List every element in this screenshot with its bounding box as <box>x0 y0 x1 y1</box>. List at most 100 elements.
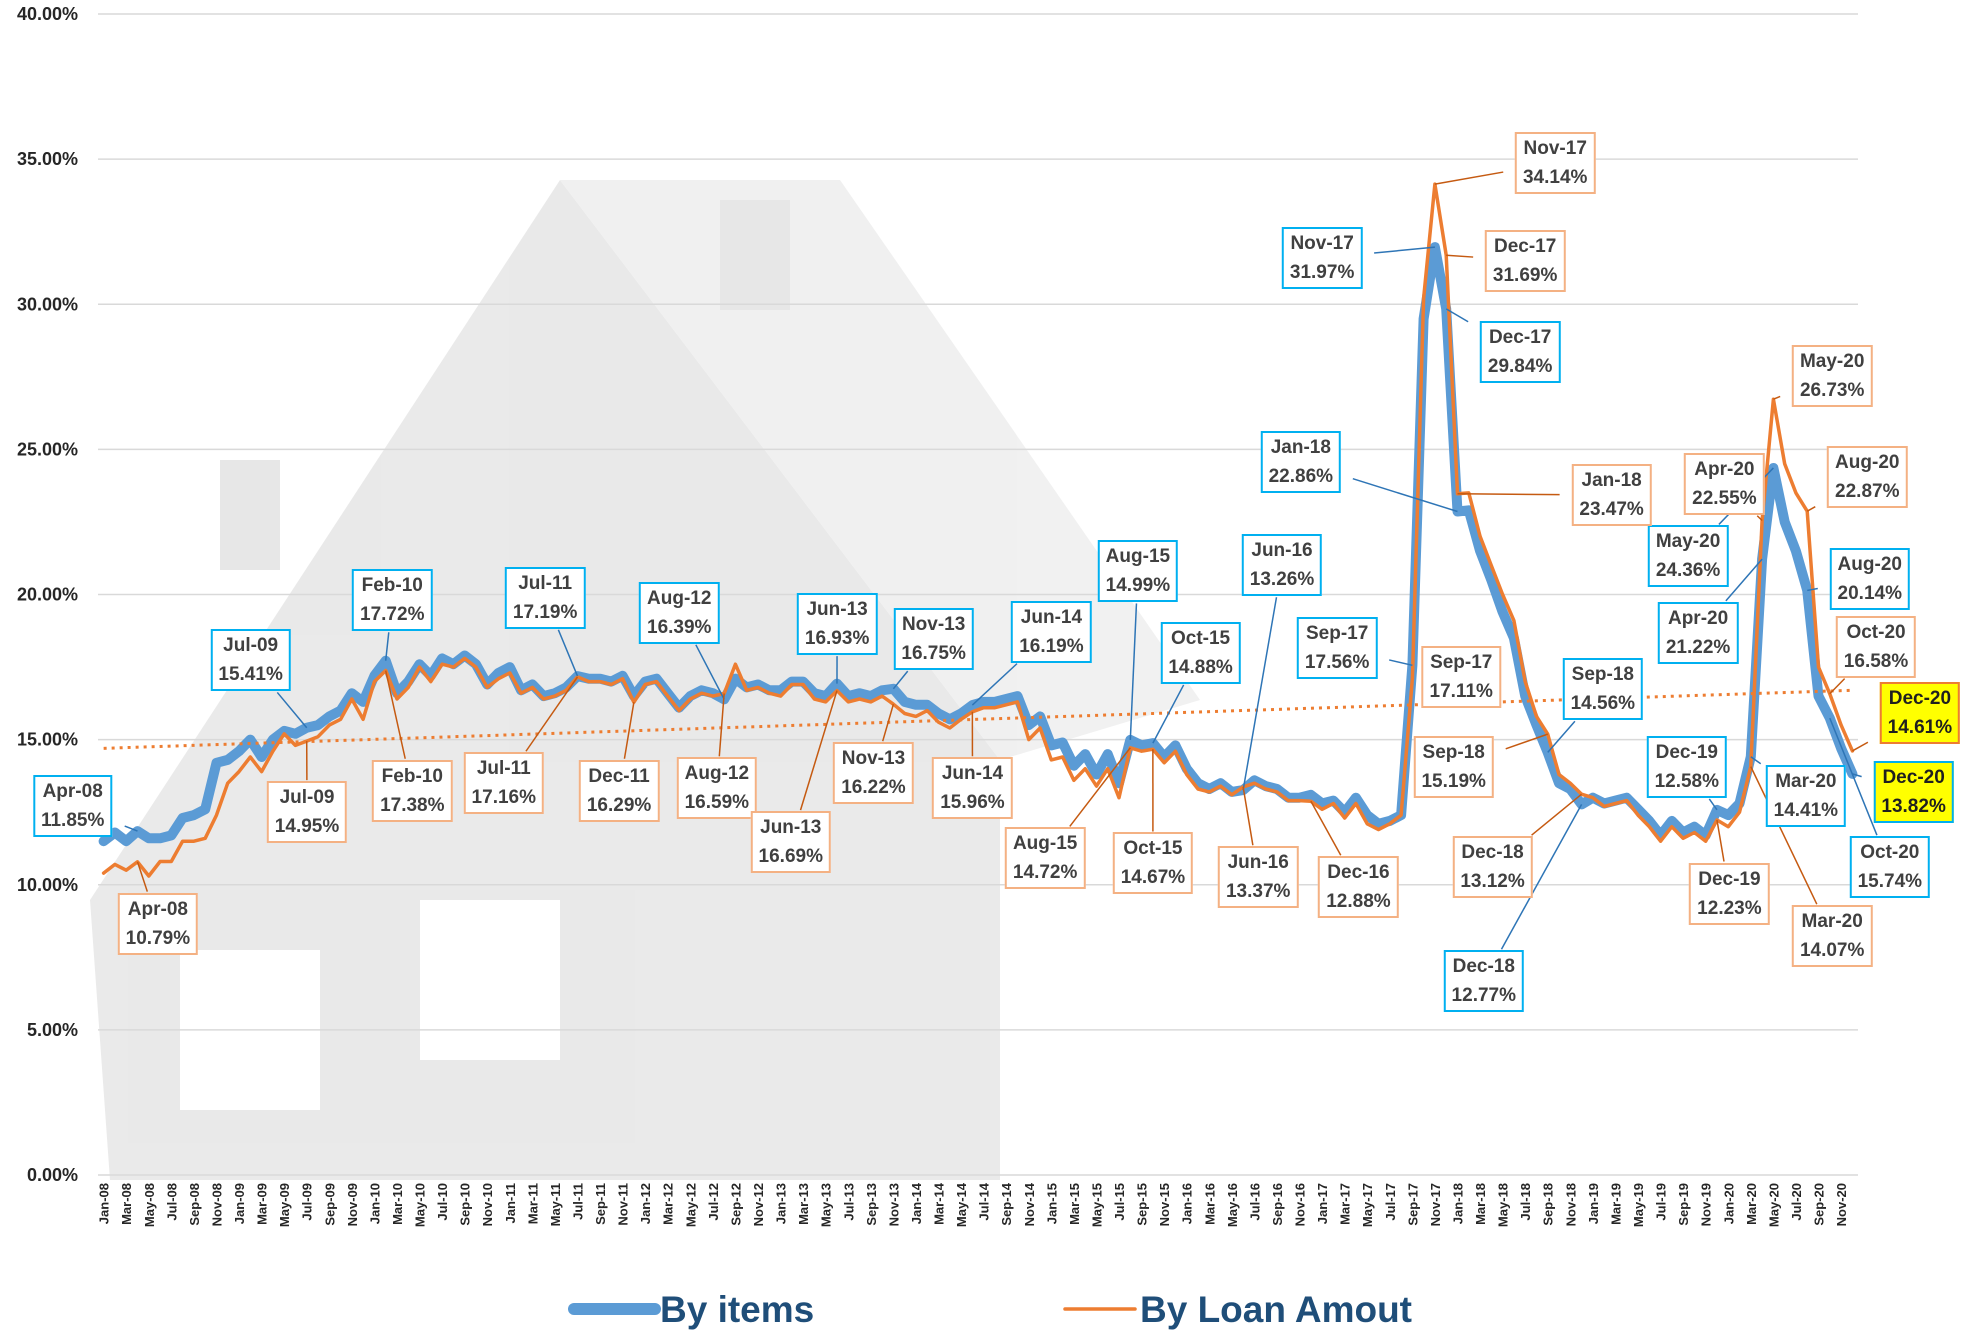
data-label: Jun-16 13.37% <box>1217 846 1299 909</box>
leader-line <box>623 702 635 759</box>
data-label: Feb-10 17.72% <box>352 569 433 632</box>
leader-line <box>384 632 390 661</box>
x-tick-label: Jan-17 <box>1315 1183 1330 1224</box>
y-tick-label: 40.00% <box>17 4 78 24</box>
x-tick-label: Jul-15 <box>1112 1183 1127 1221</box>
data-label: Sep-18 15.19% <box>1413 735 1494 798</box>
leader-line <box>525 676 579 752</box>
leader-line <box>1310 800 1342 856</box>
data-label: Apr-08 10.79% <box>117 892 199 955</box>
leader-line <box>1750 756 1762 765</box>
x-tick-label: May-20 <box>1766 1183 1781 1227</box>
x-tick-label: Mar-19 <box>1608 1183 1623 1225</box>
data-label: Jun-13 16.93% <box>796 593 878 656</box>
x-tick-label: Jan-15 <box>1044 1183 1059 1224</box>
x-tick-label: Nov-15 <box>1157 1183 1172 1226</box>
x-tick-label: Jan-19 <box>1586 1183 1601 1224</box>
series-line <box>101 182 1855 878</box>
x-tick-label: Mar-11 <box>525 1183 540 1224</box>
x-tick-label: Nov-18 <box>1563 1183 1578 1226</box>
x-tick-label: Mar-13 <box>796 1183 811 1225</box>
data-label: Aug-20 22.87% <box>1827 446 1908 509</box>
x-tick-label: Jul-12 <box>706 1183 721 1221</box>
leader-line <box>799 690 838 811</box>
y-tick-label: 10.00% <box>17 875 78 895</box>
leader-line <box>1505 733 1548 750</box>
leader-line <box>1500 803 1583 950</box>
data-label: Jun-14 16.19% <box>1011 600 1092 663</box>
data-label: Jul-11 17.19% <box>504 566 586 629</box>
data-label: Oct-20 16.58% <box>1835 615 1917 678</box>
x-tick-label: Sep-19 <box>1676 1183 1691 1226</box>
x-tick-label: Mar-12 <box>661 1183 676 1225</box>
x-tick-label: Jan-20 <box>1721 1183 1736 1224</box>
data-label: Jan-18 22.86% <box>1260 431 1342 494</box>
leader-line <box>1725 558 1763 602</box>
x-tick-label: Mar-20 <box>1744 1183 1759 1225</box>
x-tick-label: Jan-12 <box>638 1183 653 1224</box>
x-tick-label: Sep-12 <box>728 1183 743 1226</box>
legend-label: By Loan Amout <box>1140 1289 1412 1330</box>
x-tick-label: Mar-15 <box>1067 1183 1082 1225</box>
leader-line <box>1434 171 1504 185</box>
leader-line <box>1829 717 1878 836</box>
x-tick-label: Nov-11 <box>616 1183 631 1226</box>
data-label: Nov-13 16.22% <box>833 742 914 805</box>
x-tick-label: Jul-19 <box>1654 1183 1669 1221</box>
x-tick-label: Mar-09 <box>255 1183 270 1225</box>
x-tick-label: Sep-16 <box>1270 1183 1285 1226</box>
x-tick-label: Jul-09 <box>300 1183 315 1221</box>
x-tick-label: Sep-17 <box>1405 1183 1420 1226</box>
leader-line <box>1352 477 1458 513</box>
x-tick-label: Sep-20 <box>1812 1183 1827 1226</box>
y-tick-label: 25.00% <box>17 439 78 459</box>
data-label: Nov-13 16.75% <box>893 608 974 671</box>
x-tick-label: Mar-16 <box>1202 1183 1217 1225</box>
x-tick-label: Mar-08 <box>119 1183 134 1225</box>
x-tick-label: Jan-14 <box>909 1182 924 1224</box>
x-tick-label: Sep-11 <box>593 1183 608 1225</box>
x-tick-label: Mar-18 <box>1473 1183 1488 1225</box>
x-tick-label: Nov-12 <box>751 1183 766 1226</box>
leader-line <box>1756 515 1763 522</box>
leader-line <box>1242 597 1278 791</box>
x-tick-label: Jan-11 <box>503 1183 518 1223</box>
x-tick-label: Nov-13 <box>886 1183 901 1226</box>
data-label: Dec-19 12.58% <box>1646 735 1728 798</box>
leader-line <box>1807 587 1818 592</box>
leader-line <box>1446 254 1474 258</box>
data-label: May-20 26.73% <box>1791 344 1873 407</box>
x-tick-label: Jan-18 <box>1450 1183 1465 1224</box>
leader-line <box>1851 741 1869 752</box>
leader-line <box>384 670 406 759</box>
x-tick-label: May-15 <box>1089 1183 1104 1227</box>
data-label: Apr-20 22.55% <box>1684 452 1765 515</box>
data-label: Mar-20 14.07% <box>1791 905 1873 968</box>
y-tick-label: 5.00% <box>27 1020 78 1040</box>
series-line <box>98 242 1858 847</box>
leader-line <box>124 825 138 832</box>
data-label: Jul-09 14.95% <box>266 781 348 844</box>
legend-label: By items <box>660 1289 814 1330</box>
data-label: Oct-15 14.88% <box>1160 621 1241 684</box>
x-tick-label: Mar-14 <box>932 1182 947 1225</box>
x-tick-label: Jul-16 <box>1247 1183 1262 1221</box>
leader-line <box>1388 659 1413 667</box>
leader-line <box>881 704 895 742</box>
x-tick-label: Jul-17 <box>1383 1183 1398 1221</box>
data-label: Mar-20 14.41% <box>1765 764 1847 827</box>
leader-line <box>1806 506 1816 512</box>
x-tick-label: Jan-08 <box>97 1183 112 1224</box>
x-tick-label: Mar-10 <box>390 1183 405 1225</box>
x-tick-label: May-08 <box>142 1183 157 1227</box>
x-tick-label: Sep-10 <box>458 1183 473 1226</box>
x-tick-label: Sep-08 <box>187 1183 202 1226</box>
trendline <box>103 688 1853 750</box>
leader-line <box>1129 603 1138 740</box>
x-tick-label: May-11 <box>548 1183 563 1226</box>
x-tick-label: May-19 <box>1631 1183 1646 1227</box>
data-label: Dec-16 12.88% <box>1318 856 1399 919</box>
data-label: Aug-15 14.99% <box>1097 540 1179 603</box>
leader-line <box>971 663 1018 706</box>
